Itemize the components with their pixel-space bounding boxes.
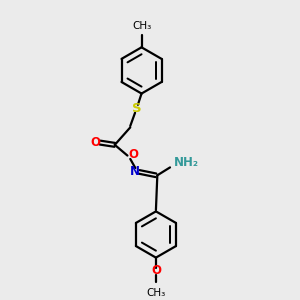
Text: O: O <box>151 264 161 278</box>
Text: O: O <box>128 148 138 161</box>
Text: CH₃: CH₃ <box>132 21 151 31</box>
Text: N: N <box>130 165 140 178</box>
Text: CH₃: CH₃ <box>146 288 166 298</box>
Text: O: O <box>90 136 100 149</box>
Text: NH₂: NH₂ <box>174 156 199 169</box>
Text: S: S <box>132 102 141 115</box>
